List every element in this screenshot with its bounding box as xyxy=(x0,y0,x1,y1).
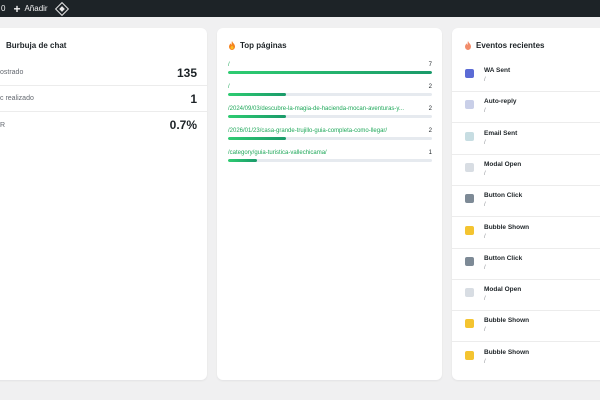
lightbulb-icon xyxy=(465,319,474,329)
event-name: Bubble Shown xyxy=(484,348,530,356)
page-link[interactable]: /2024/09/03/descubre-la-magia-de-haciend… xyxy=(228,106,404,112)
event-path: / xyxy=(484,139,486,146)
event-path: / xyxy=(484,358,486,365)
top-page-item: / 2 xyxy=(228,83,432,96)
page-bar-fill xyxy=(228,159,258,162)
event-row: Bubble Shown / xyxy=(452,311,600,343)
lightbulb-icon xyxy=(465,225,474,235)
top-page-item: /category/guia-turistica-vallechicama/ 1 xyxy=(228,149,432,162)
event-path: / xyxy=(484,264,486,271)
chat-bubble-icon xyxy=(465,162,474,172)
chat-bubble-icon xyxy=(465,288,474,298)
event-name: Button Click xyxy=(484,254,523,262)
page-link[interactable]: /2026/01/23/casa-grande-trujillo-guia-co… xyxy=(228,128,388,134)
page-bar-track xyxy=(228,137,432,140)
stat-value: 0.7% xyxy=(169,118,197,132)
stat-row-clicks: c realizado 1 xyxy=(0,86,207,112)
page-count: 2 xyxy=(428,84,432,90)
event-path: / xyxy=(484,327,486,334)
phone-icon xyxy=(465,194,474,204)
bubble-card-title: Burbuja de chat xyxy=(6,41,67,50)
event-name: Button Click xyxy=(484,192,523,200)
top-page-item: /2026/01/23/casa-grande-trujillo-guia-co… xyxy=(228,127,432,140)
event-path: / xyxy=(484,77,486,83)
event-row: Button Click / xyxy=(452,186,600,218)
stat-label: ostrado xyxy=(0,69,24,76)
event-row: WA Sent / xyxy=(452,61,600,92)
page-bar-track xyxy=(228,159,432,162)
recent-events-title: Eventos recientes xyxy=(464,41,544,50)
stat-label: R xyxy=(0,121,6,129)
event-row: Bubble Shown / xyxy=(452,218,600,249)
top-page-item: /2024/09/03/descubre-la-magia-de-haciend… xyxy=(228,105,432,118)
event-path: / xyxy=(484,233,486,240)
event-name: WA Sent xyxy=(484,67,511,74)
top-pages-title: Top páginas xyxy=(228,41,287,50)
page-bar-track xyxy=(228,71,432,74)
recent-events-card: Eventos recientes WA Sent / Auto-reply / Ema… xyxy=(452,28,600,380)
plus-icon: + xyxy=(13,1,21,16)
fire-icon xyxy=(465,41,471,50)
page-bar-fill xyxy=(228,93,287,96)
page-count: 2 xyxy=(428,106,432,112)
stat-row-shown: ostrado 135 xyxy=(0,60,207,86)
page-bar-fill xyxy=(228,115,287,118)
fire-icon xyxy=(229,41,235,50)
whatsapp-sent-icon xyxy=(465,69,474,78)
bubble-stats-card: Burbuja de chat ostrado 135 c realizado … xyxy=(0,28,207,380)
top-page-item: / 7 xyxy=(228,61,432,74)
page-count: 2 xyxy=(428,128,432,134)
stat-value: 1 xyxy=(190,91,197,106)
event-path: / xyxy=(484,170,486,177)
lightbulb-icon xyxy=(465,350,474,360)
page-bar-fill xyxy=(228,137,287,140)
page-link[interactable]: / xyxy=(228,84,230,90)
add-new-button[interactable]: + Añadir xyxy=(13,3,47,15)
event-row: Modal Open / xyxy=(452,280,600,312)
page-count: 1 xyxy=(428,150,432,156)
event-path: / xyxy=(484,108,486,115)
auto-reply-icon xyxy=(465,100,474,110)
event-row: Auto-reply / xyxy=(452,92,600,124)
event-name: Modal Open xyxy=(484,160,522,168)
top-pages-card: Top páginas / 7 / 2 /2024/09/03/descubre… xyxy=(217,28,442,380)
page-bar-fill xyxy=(228,71,432,74)
event-row: Bubble Shown / xyxy=(452,343,600,374)
event-row: Modal Open / xyxy=(452,155,600,186)
phone-icon xyxy=(465,256,474,266)
event-name: Email Sent xyxy=(484,129,518,137)
email-icon xyxy=(465,131,474,141)
stat-row-ctr: R 0.7% xyxy=(0,112,207,138)
event-row: Button Click / xyxy=(452,249,600,280)
stat-value: 135 xyxy=(176,65,197,80)
event-path: / xyxy=(484,202,486,209)
event-row: Email Sent / xyxy=(452,124,600,155)
comments-count[interactable]: 0 xyxy=(1,4,6,13)
admin-bar: 0 + Añadir xyxy=(0,0,600,17)
page-count: 7 xyxy=(428,62,432,68)
page-bar-track xyxy=(228,115,432,118)
add-new-label: Añadir xyxy=(24,4,48,13)
page-link[interactable]: / xyxy=(228,62,230,68)
stat-label: c realizado xyxy=(0,95,34,102)
page-bar-track xyxy=(228,93,432,96)
event-name: Bubble Shown xyxy=(484,317,530,325)
plugin-diamond-icon[interactable] xyxy=(54,1,69,16)
event-path: / xyxy=(484,296,486,303)
event-name: Bubble Shown xyxy=(484,223,530,231)
page-link[interactable]: /category/guia-turistica-vallechicama/ xyxy=(228,150,327,156)
event-name: Modal Open xyxy=(484,286,522,294)
event-name: Auto-reply xyxy=(484,98,517,106)
